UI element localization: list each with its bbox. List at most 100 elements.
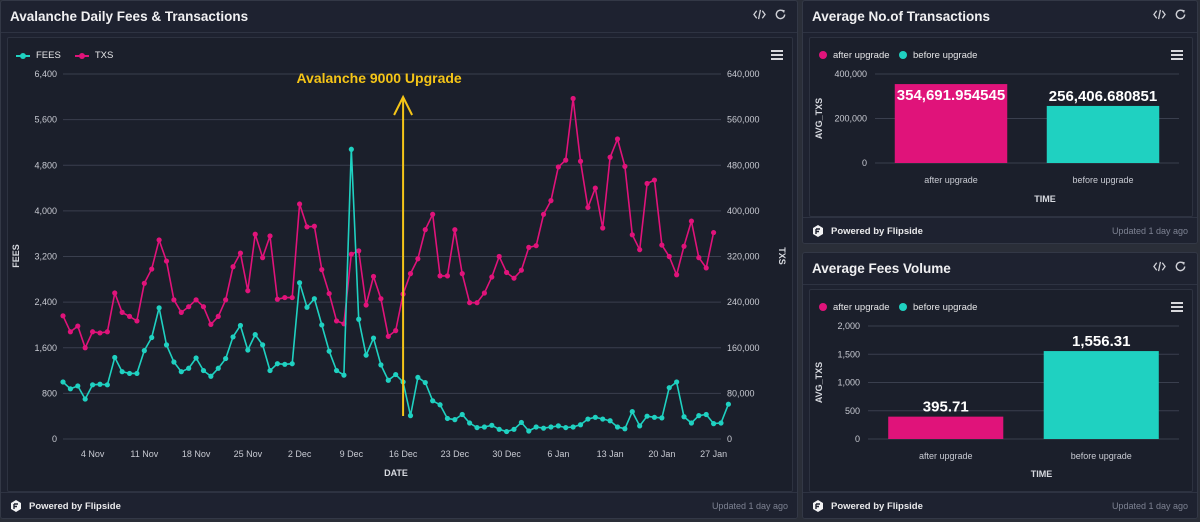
fees-data-point xyxy=(89,382,96,388)
txs-data-point xyxy=(60,313,66,319)
refresh-icon[interactable] xyxy=(774,8,787,21)
chart-legend: FEES TXS xyxy=(16,50,113,61)
legend-swatch-before xyxy=(899,303,907,311)
fees-data-point xyxy=(75,383,81,389)
fees-data-point xyxy=(393,371,399,378)
txs-data-point xyxy=(644,180,650,187)
code-icon[interactable] xyxy=(1153,260,1166,273)
fees-data-point xyxy=(60,379,66,385)
x-tick-label: after upgrade xyxy=(919,451,973,461)
bar-value-label: 354,691.954545 xyxy=(897,87,1005,104)
txs-data-point xyxy=(489,274,495,280)
panel-toolbar xyxy=(1153,8,1187,21)
powered-by-text: Powered by Flipside xyxy=(831,500,923,512)
fees-data-point xyxy=(526,428,532,434)
x-tick-label: 13 Jan xyxy=(597,449,624,459)
fees-data-point xyxy=(319,322,325,328)
fees-data-point xyxy=(481,424,488,430)
txs-data-point xyxy=(600,225,606,231)
fees-data-point xyxy=(385,377,391,383)
txs-data-point xyxy=(333,318,340,324)
avg-fees-panel: Average Fees Volume after upgrade before … xyxy=(802,252,1198,519)
powered-by[interactable]: Powered by Flipside xyxy=(811,499,923,513)
refresh-icon[interactable] xyxy=(1174,8,1187,21)
bar-after-upgrade xyxy=(888,416,1004,439)
fees-data-point xyxy=(489,422,495,428)
y-tick-label: 5,600 xyxy=(34,115,57,125)
fees-data-point xyxy=(304,304,310,310)
x-tick-label: 4 Nov xyxy=(81,449,105,459)
fees-data-point xyxy=(452,417,458,423)
refresh-icon[interactable] xyxy=(1174,260,1187,273)
y-tick-label: 6,400 xyxy=(34,69,57,79)
menu-icon[interactable] xyxy=(1171,50,1183,60)
txs-data-point xyxy=(563,157,569,163)
fees-data-point xyxy=(230,334,236,340)
x-tick-label: 6 Jan xyxy=(547,449,569,459)
fees-data-point xyxy=(208,373,214,379)
txs-data-point xyxy=(134,318,140,324)
legend-label-txs: TXS xyxy=(94,50,114,61)
x-tick-label: 18 Nov xyxy=(182,449,211,459)
txs-data-point xyxy=(481,290,488,296)
powered-by[interactable]: Powered by Flipside xyxy=(811,224,923,238)
y2-tick-label: 560,000 xyxy=(727,115,760,125)
fees-data-point xyxy=(200,367,207,374)
txs-data-point xyxy=(215,313,221,319)
fees-series-line xyxy=(62,149,730,433)
txs-data-point xyxy=(319,267,325,273)
txs-data-point xyxy=(688,218,695,224)
txs-data-point xyxy=(289,294,295,301)
y-tick-label: 200,000 xyxy=(834,114,867,124)
fees-data-point xyxy=(622,426,628,432)
txs-data-point xyxy=(370,273,377,280)
txs-data-point xyxy=(356,248,362,254)
txs-data-point xyxy=(592,185,598,191)
txs-data-point xyxy=(629,232,635,238)
panel-footer: Powered by Flipside Updated 1 day ago xyxy=(803,217,1197,243)
fees-data-point xyxy=(711,421,717,427)
y2-tick-label: 80,000 xyxy=(727,388,755,398)
txs-data-point xyxy=(637,247,643,253)
txs-data-point xyxy=(67,329,73,335)
txs-data-point xyxy=(193,297,199,303)
upgrade-annotation-label: Avalanche 9000 Upgrade xyxy=(296,70,461,86)
legend-item-txs[interactable]: TXS xyxy=(74,50,114,61)
txs-data-point xyxy=(437,273,443,279)
txs-data-point xyxy=(659,242,665,248)
x-tick-label: 27 Jan xyxy=(700,449,727,459)
flipside-logo-icon xyxy=(813,500,823,512)
fees-data-point xyxy=(104,382,110,388)
fees-data-point xyxy=(570,424,576,430)
fees-data-point xyxy=(637,423,643,429)
legend-fees-swatch xyxy=(16,52,30,59)
code-icon[interactable] xyxy=(1153,8,1166,21)
txs-data-point xyxy=(607,154,613,160)
x-tick-label: before upgrade xyxy=(1071,451,1132,461)
fees-data-point xyxy=(274,361,281,367)
legend-item-fees[interactable]: FEES xyxy=(16,50,61,61)
fees-data-point xyxy=(348,146,354,152)
fees-data-point xyxy=(674,379,680,385)
txs-data-point xyxy=(82,345,88,351)
fees-data-point xyxy=(600,416,606,422)
y-tick-label: 3,200 xyxy=(34,252,57,262)
txs-data-point xyxy=(444,273,451,279)
code-icon[interactable] xyxy=(753,8,766,21)
menu-icon[interactable] xyxy=(771,50,783,60)
fees-data-point xyxy=(681,414,687,420)
txs-data-point xyxy=(178,309,184,315)
txs-data-point xyxy=(119,309,125,315)
fees-transactions-panel: Avalanche Daily Fees & Transactions FEES… xyxy=(0,0,798,519)
fees-data-point xyxy=(688,420,695,426)
fees-data-point xyxy=(296,280,303,286)
avg-fees-chart-svg: after upgrade before upgrade 0 500 1,000 1,50… xyxy=(814,302,1179,479)
powered-by[interactable]: Powered by Flipside xyxy=(9,499,121,513)
y-tick-label: 800 xyxy=(42,388,57,398)
y2-tick-label: 160,000 xyxy=(727,343,760,353)
txs-data-point xyxy=(681,243,687,249)
menu-icon[interactable] xyxy=(1171,302,1183,312)
y-axis-title: AVG_TXS xyxy=(814,98,824,139)
y-tick-label: 0 xyxy=(862,158,867,168)
y2-tick-label: 400,000 xyxy=(727,206,760,216)
